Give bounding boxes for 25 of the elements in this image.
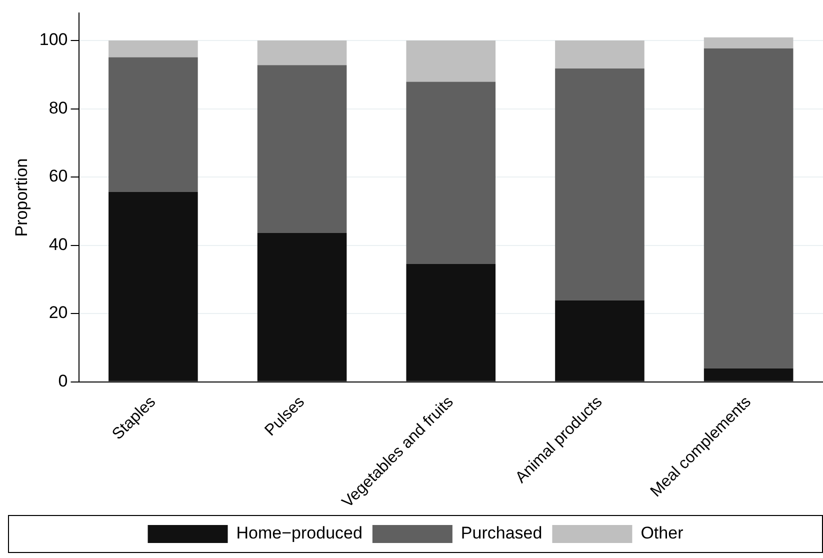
bar <box>406 264 496 382</box>
legend-label: Purchased <box>460 524 542 543</box>
bar <box>704 368 794 382</box>
bar <box>257 40 347 66</box>
bar <box>555 68 644 300</box>
bar <box>555 40 644 68</box>
legend-label: Home−produced <box>236 524 362 543</box>
bar <box>108 40 198 58</box>
bar <box>108 192 198 382</box>
y-tick-label: 80 <box>48 98 68 118</box>
bar <box>406 82 496 264</box>
y-tick-label: 40 <box>48 234 68 254</box>
bar <box>704 37 794 48</box>
bar <box>555 300 644 382</box>
y-tick-label: 60 <box>48 166 68 186</box>
bar <box>704 48 794 368</box>
legend-label: Other <box>640 524 684 543</box>
bar <box>257 65 347 233</box>
bar <box>257 232 347 382</box>
y-tick-label: 100 <box>39 30 68 50</box>
bar <box>406 40 496 82</box>
y-tick-label: 0 <box>58 371 68 390</box>
y-tick-label: 20 <box>48 303 68 322</box>
y-axis-title: Proportion <box>12 158 31 237</box>
bar <box>108 57 198 192</box>
